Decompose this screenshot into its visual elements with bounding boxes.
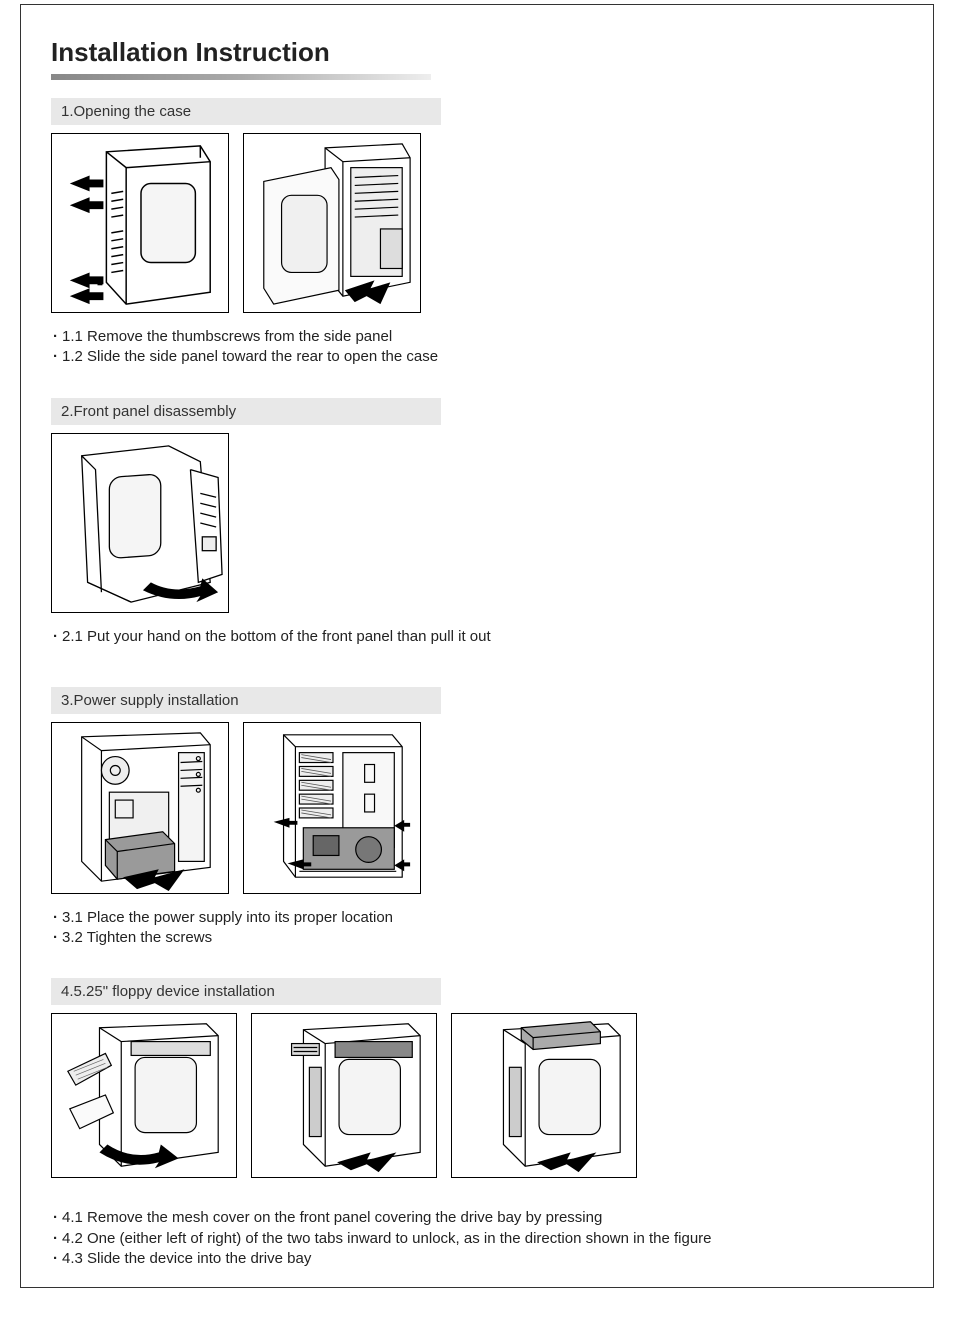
diagram-row-1 (51, 133, 903, 313)
sub-list-3: 3.1 Place the power supply into its prop… (51, 908, 903, 949)
diagram-row-3 (51, 722, 903, 894)
diagram-1a (51, 133, 229, 313)
section-header-3: 3.Power supply installation (51, 687, 441, 714)
diagram-2a (51, 433, 229, 613)
sub-item: 4.3 Slide the device into the drive bay (51, 1249, 903, 1269)
diagram-3a (51, 722, 229, 894)
sub-item: 4.2 One (either left of right) of the tw… (51, 1229, 903, 1249)
diagram-row-2 (51, 433, 903, 613)
sub-item: 4.1 Remove the mesh cover on the front p… (51, 1208, 903, 1228)
diagram-4a (51, 1013, 237, 1178)
sub-item: 1.1 Remove the thumbscrews from the side… (51, 327, 903, 347)
page-border: Installation Instruction 1.Opening the c… (20, 4, 934, 1288)
sub-item: 1.2 Slide the side panel toward the rear… (51, 347, 903, 367)
title-underline (51, 74, 431, 80)
diagram-1b (243, 133, 421, 313)
sub-item: 3.1 Place the power supply into its prop… (51, 908, 903, 928)
page-content: Installation Instruction 1.Opening the c… (21, 5, 933, 1317)
diagram-4c (451, 1013, 637, 1178)
diagram-3b (243, 722, 421, 894)
sub-list-1: 1.1 Remove the thumbscrews from the side… (51, 327, 903, 368)
section-header-4: 4.5.25" floppy device installation (51, 978, 441, 1005)
page-title: Installation Instruction (51, 37, 903, 68)
diagram-4b (251, 1013, 437, 1178)
sub-list-4: 4.1 Remove the mesh cover on the front p… (51, 1208, 903, 1269)
section-header-1: 1.Opening the case (51, 98, 441, 125)
sub-list-2: 2.1 Put your hand on the bottom of the f… (51, 627, 903, 647)
sub-item: 2.1 Put your hand on the bottom of the f… (51, 627, 903, 647)
diagram-row-4 (51, 1013, 903, 1178)
section-header-2: 2.Front panel disassembly (51, 398, 441, 425)
sub-item: 3.2 Tighten the screws (51, 928, 903, 948)
